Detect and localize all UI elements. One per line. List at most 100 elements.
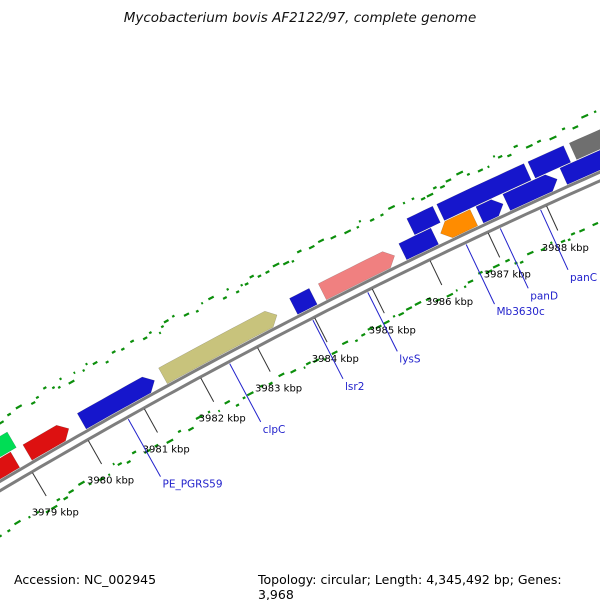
gc-dot (330, 235, 337, 240)
gc-dot (354, 339, 359, 343)
gene-unlabeled[interactable] (568, 110, 600, 160)
tick-leader (546, 205, 559, 231)
gc-dot (567, 238, 571, 242)
gc-dot (246, 391, 254, 397)
gc-dot (392, 314, 396, 318)
gc-dot (549, 135, 557, 141)
gc-dot (561, 127, 566, 131)
backbone-line (0, 170, 600, 484)
gc-dot (308, 244, 315, 250)
gene-label-lyss[interactable]: lysS (399, 353, 421, 365)
gene-unlabeled[interactable] (0, 451, 21, 483)
gc-dot (492, 263, 500, 269)
gc-dot (107, 473, 111, 477)
gc-dot (117, 461, 123, 467)
genome-backbone (0, 170, 600, 493)
gc-dot (222, 296, 228, 300)
gene-lyss[interactable] (317, 251, 395, 301)
gc-dot (369, 218, 375, 222)
gc-dot (540, 247, 546, 252)
gene-label-panc[interactable]: panC (570, 272, 597, 284)
tick-label: 3987 kbp (484, 270, 531, 281)
gc-dot (477, 270, 483, 275)
gene-label-leader (127, 418, 161, 477)
gc-dot (163, 319, 170, 324)
gene-unlabeled[interactable] (559, 146, 600, 185)
gc-dot (432, 186, 437, 190)
tick-label: 3986 kbp (426, 297, 473, 308)
gc-dot (183, 312, 190, 317)
gc-dot (485, 269, 493, 274)
gc-dot (111, 350, 116, 354)
gene-clpc[interactable] (158, 310, 278, 385)
gene-label-pand[interactable]: panD (530, 290, 558, 302)
gc-dot (36, 510, 40, 514)
gc-dot (0, 420, 5, 425)
gene-pand[interactable] (475, 199, 504, 224)
gene-unlabeled[interactable] (0, 431, 17, 457)
gc-dot (120, 347, 125, 351)
gc-dot (45, 509, 51, 514)
gc-dot (63, 496, 69, 501)
gc-dot (504, 258, 511, 263)
gc-dot (92, 360, 98, 366)
gene-label-mb3630c[interactable]: Mb3630c (497, 306, 545, 318)
gc-dot (244, 282, 249, 286)
gene-unlabeled[interactable] (436, 163, 532, 221)
gc-dot (35, 395, 40, 400)
gc-dot (272, 262, 280, 268)
gc-dot (77, 480, 86, 486)
gene-label-clpc[interactable]: clpC (263, 424, 286, 436)
gc-dot (98, 476, 105, 482)
gene-label-lsr2[interactable]: lsr2 (345, 381, 364, 393)
genome-stats-text: Topology: circular; Length: 4,345,492 bp… (258, 572, 562, 600)
gc-dot (463, 285, 467, 289)
gc-dot (148, 331, 153, 335)
gc-dot (129, 339, 135, 344)
gc-dot (30, 400, 36, 406)
gc-dot (291, 259, 295, 263)
gc-dot (68, 489, 75, 494)
gene-lsr2[interactable] (289, 288, 318, 315)
gene-unlabeled[interactable] (22, 425, 70, 461)
gc-dot (560, 239, 566, 244)
gene-label-leader (367, 292, 398, 352)
gene-pe-pgrs59[interactable] (76, 376, 155, 430)
tick-label: 3982 kbp (199, 414, 246, 425)
tick-leader (32, 472, 47, 497)
gc-dot (425, 297, 432, 302)
gene-label-pe-pgrs59[interactable]: PE_PGRS59 (163, 479, 223, 491)
gc-dot (143, 448, 151, 454)
gc-dot (88, 482, 92, 486)
gene-mb3630c[interactable] (440, 209, 479, 238)
gc-dot (487, 165, 490, 169)
gc-dot (56, 497, 61, 502)
gc-dot (59, 377, 63, 381)
tick-label: 3988 kbp (542, 243, 589, 254)
gc-dot (455, 289, 458, 292)
tick-label: 3980 kbp (87, 476, 134, 487)
gene-label-leader (312, 319, 344, 380)
gene-panc[interactable] (502, 174, 558, 211)
gc-dot (131, 450, 137, 455)
tick-leader (143, 408, 158, 433)
gc-dot (323, 357, 327, 361)
gc-dot (506, 153, 512, 158)
gene-label-leader (499, 228, 529, 289)
gc-dot (383, 319, 390, 325)
gc-dot (439, 184, 446, 189)
gc-dot (85, 362, 88, 366)
gc-dot (158, 331, 162, 335)
tick-label: 3985 kbp (369, 325, 416, 336)
gc-dot (344, 229, 352, 235)
gene-unlabeled[interactable] (406, 205, 441, 236)
gc-dot (593, 110, 597, 114)
gene-unlabeled[interactable] (398, 227, 439, 261)
gc-dot (356, 225, 360, 229)
gc-dot (217, 409, 221, 413)
gc-dot (426, 192, 434, 198)
gc-dot (6, 529, 11, 533)
gene-unlabeled[interactable] (527, 145, 572, 179)
gc-dot (235, 290, 240, 294)
tick-leader (314, 317, 328, 343)
